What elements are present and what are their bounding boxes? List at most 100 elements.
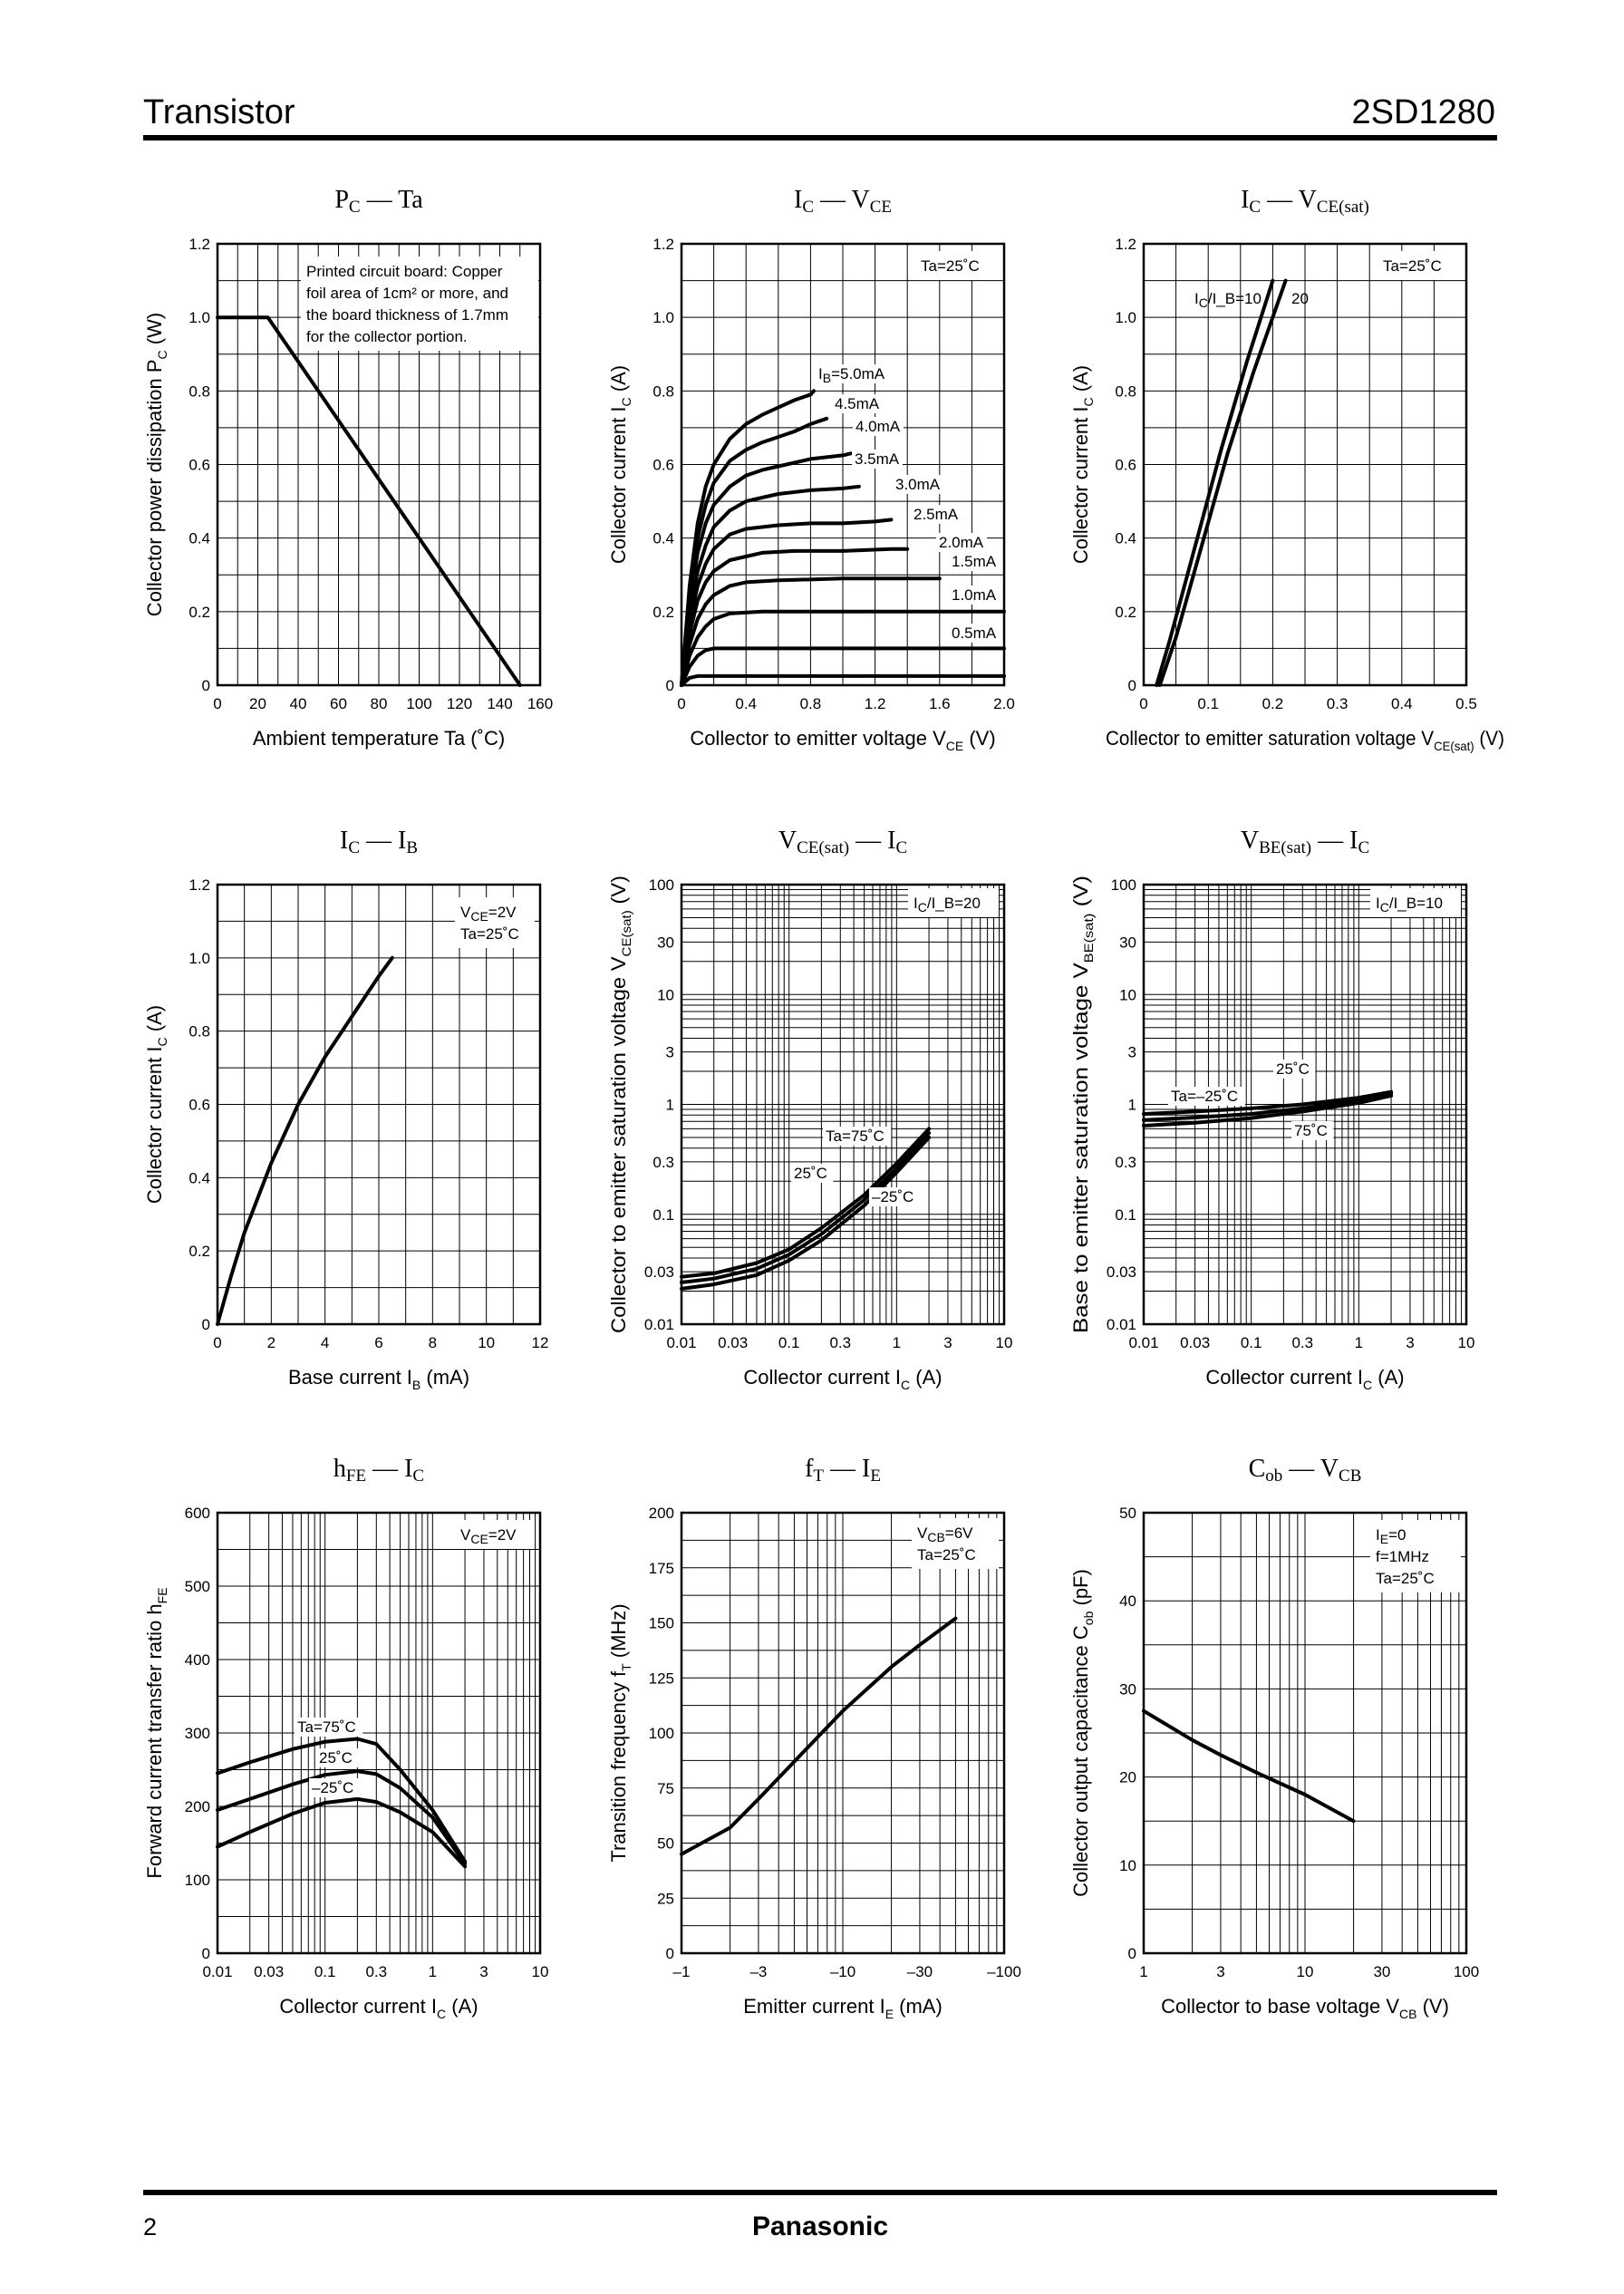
y-tick-label: 175	[649, 1560, 674, 1577]
annotation-text: IC/I_B=10	[1376, 895, 1443, 915]
gridlines	[682, 1513, 1004, 1953]
x-tick-label: 3	[479, 1963, 488, 1980]
y-axis-label: Transition frequency fT (MHz)	[607, 1603, 633, 1862]
chart-title: IC — VCE(sat)	[1241, 186, 1369, 217]
y-tick-label: 0	[666, 677, 674, 694]
annotation-box: IC/I_B=10	[1370, 888, 1461, 917]
curve-label-background	[911, 505, 962, 524]
chart-title: IC — VCE	[794, 186, 892, 217]
curve-label: IC/I_B=10	[1194, 290, 1262, 310]
curve-label: 20	[1291, 290, 1309, 307]
y-tick-label: 0.8	[188, 382, 210, 400]
series-line	[1142, 1093, 1394, 1128]
series-line	[1142, 1091, 1394, 1122]
x-tick-label: 80	[371, 695, 388, 712]
y-tick-label: 0.6	[188, 1097, 210, 1114]
x-tick-label: 4	[321, 1334, 329, 1351]
curve-label: IB=5.0mA	[818, 365, 885, 385]
y-axis-label: Collector current IC (A)	[607, 365, 633, 564]
series-line	[1142, 1708, 1356, 1824]
x-tick-label: 3	[1216, 1963, 1224, 1980]
annotation-text: IE=0	[1376, 1526, 1406, 1546]
y-tick-label: 1.0	[188, 950, 210, 967]
y-tick-label: 40	[1119, 1592, 1136, 1610]
x-tick-label: 3	[943, 1334, 952, 1351]
y-tick-label: 0.4	[188, 530, 210, 547]
chart-title: Cob — VCB	[1249, 1455, 1362, 1486]
x-tick-label: 60	[330, 695, 347, 712]
y-tick-label: 125	[649, 1670, 674, 1687]
chart-title: VBE(sat) — IC	[1241, 827, 1369, 857]
chart-title: IC — IB	[340, 827, 418, 857]
x-tick-label: 30	[1373, 1963, 1390, 1980]
chart-1: 0 20 40 60 80 100 120 140 160 0 0.2 0.4 0.6 0.8 1.0 1.2…	[143, 186, 553, 750]
y-tick-label: 0	[202, 677, 210, 694]
x-axis-label: Base current IB (mA)	[288, 1366, 469, 1392]
data-series	[216, 1737, 468, 1869]
x-axis-label: Collector to base voltage VCB (V)	[1161, 1995, 1449, 2021]
y-tick-label: 0.2	[1115, 604, 1136, 621]
x-tick-label: 10	[1458, 1334, 1475, 1351]
gridlines	[1144, 1513, 1466, 1953]
x-tick-label: 12	[532, 1334, 549, 1351]
series-line	[216, 315, 522, 687]
y-tick-label: 100	[649, 876, 674, 894]
x-tick-label: 0.3	[365, 1963, 387, 1980]
y-tick-label: 150	[649, 1615, 674, 1632]
y-tick-label: 10	[657, 986, 674, 1003]
y-tick-label: 0	[1128, 677, 1136, 694]
plot-frame	[216, 1511, 542, 1955]
plot-frame	[1142, 1511, 1468, 1955]
plot-frame	[1142, 242, 1468, 687]
annotation-text: VCE=2V	[460, 904, 517, 924]
x-tick-label: 140	[487, 695, 512, 712]
x-tick-label: 0.3	[1327, 695, 1348, 712]
x-tick-label: 160	[527, 695, 553, 712]
curve-label: 1.5mA	[952, 553, 997, 570]
page-number: 2	[143, 2213, 157, 2241]
x-tick-label: 0.4	[735, 695, 757, 712]
header-title: Transistor	[143, 93, 295, 131]
annotation-text: Ta=25˚C	[921, 257, 980, 275]
curve-label: 4.0mA	[856, 418, 901, 435]
x-tick-label: 1.6	[929, 695, 951, 712]
plot-frame	[680, 242, 1006, 687]
x-axis-label: Collector to emitter saturation voltage …	[1106, 727, 1504, 753]
x-tick-label: 100	[406, 695, 431, 712]
y-tick-label: 0.2	[652, 604, 674, 621]
y-tick-label: 0.6	[188, 457, 210, 474]
series-line	[216, 955, 394, 1326]
series-line	[680, 1127, 932, 1279]
x-tick-label: 0.4	[1391, 695, 1413, 712]
y-tick-label: 1.2	[188, 876, 210, 894]
annotation-background	[915, 251, 999, 280]
curve-label-background	[791, 1164, 834, 1183]
curve-label-background	[949, 586, 1000, 605]
chart-title: hFE — IC	[334, 1455, 424, 1486]
y-tick-label: 1.0	[1115, 309, 1136, 326]
x-tick-label: 0.2	[1262, 695, 1284, 712]
y-tick-label: 1.0	[652, 309, 674, 326]
y-tick-label: 1.2	[1115, 236, 1136, 253]
curve-label-background	[893, 475, 943, 494]
curve-label-background	[816, 364, 893, 383]
y-tick-label: 200	[649, 1505, 674, 1522]
curve-label: 25˚C	[319, 1749, 353, 1766]
y-tick-label: 100	[185, 1872, 210, 1889]
curve-label-background	[1273, 1060, 1316, 1079]
annotation-text: Ta=25˚C	[1383, 257, 1442, 275]
curve-label: Ta=75˚C	[297, 1718, 356, 1736]
plot-frame	[1142, 883, 1468, 1326]
curve-label-background	[1168, 1087, 1245, 1106]
x-tick-label: –30	[907, 1963, 933, 1980]
series-line	[216, 1769, 468, 1866]
y-tick-label: 200	[185, 1798, 210, 1815]
chart-6: 0.01 0.03 0.1 0.3 1 3 10 0.01 0.03 0.1 0.3 1 3 10 30 10…	[1069, 827, 1474, 1392]
y-tick-label: 1.0	[188, 309, 210, 326]
chart-title: VCE(sat) — IC	[778, 827, 907, 857]
annotation-text: the board thickness of 1.7mm	[306, 306, 508, 324]
brand-logo: Panasonic	[752, 2212, 888, 2241]
